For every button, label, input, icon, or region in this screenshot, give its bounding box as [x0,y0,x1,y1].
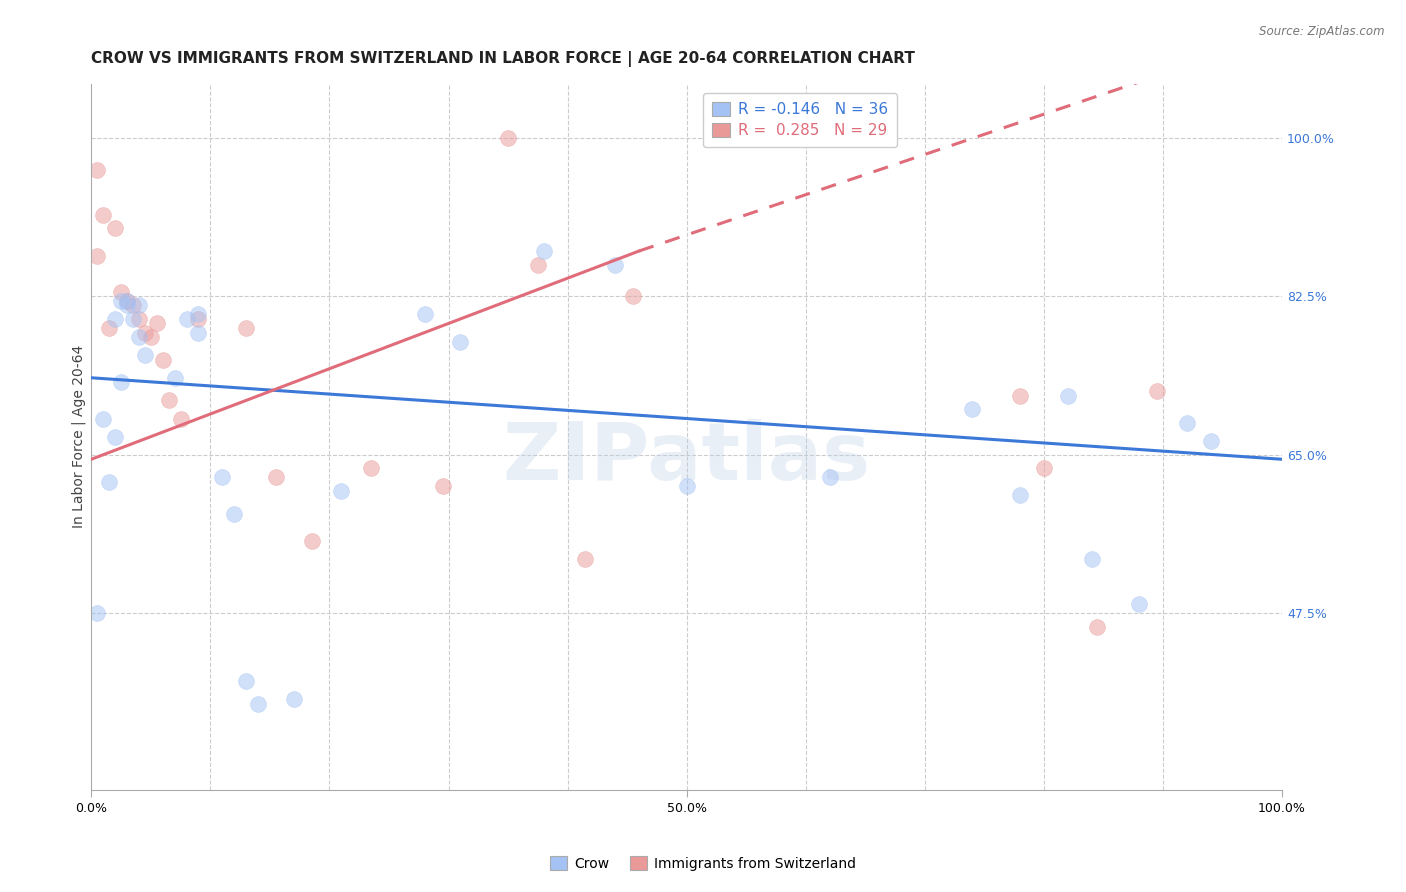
Y-axis label: In Labor Force | Age 20-64: In Labor Force | Age 20-64 [72,345,86,528]
Point [115,298,138,312]
Legend: Crow, Immigrants from Switzerland: Crow, Immigrants from Switzerland [546,851,860,876]
Point [1056,389,1078,403]
Point [110,285,132,299]
Point [157,393,180,408]
Point [152,352,174,367]
Point [98,475,121,489]
Point [1032,461,1054,475]
Point [496,131,519,145]
Point [962,402,984,417]
Point [264,470,287,484]
Point [187,312,209,326]
Point [115,293,138,308]
Point [301,533,323,548]
Point [187,307,209,321]
Point [104,312,127,326]
Point [246,697,269,711]
Point [128,298,150,312]
Point [235,321,257,335]
Point [1128,597,1150,611]
Point [86,162,108,177]
Point [98,321,121,335]
Point [146,317,169,331]
Point [283,692,305,706]
Point [533,244,555,258]
Point [432,479,454,493]
Point [86,606,108,620]
Point [1146,384,1168,399]
Point [115,293,138,308]
Point [122,298,145,312]
Point [169,411,191,425]
Point [163,371,186,385]
Point [1087,620,1109,634]
Point [1199,434,1222,449]
Point [134,326,156,340]
Point [1010,488,1032,502]
Text: ZIPatlas: ZIPatlas [502,419,870,497]
Point [675,479,697,493]
Point [91,411,114,425]
Point [134,348,156,362]
Point [224,507,246,521]
Point [91,208,114,222]
Point [235,674,257,689]
Point [104,221,127,235]
Point [818,470,841,484]
Point [187,326,209,340]
Point [176,312,198,326]
Point [122,312,145,326]
Point [1080,552,1102,566]
Point [449,334,471,349]
Point [104,429,127,443]
Point [413,307,436,321]
Point [128,330,150,344]
Text: Source: ZipAtlas.com: Source: ZipAtlas.com [1260,25,1385,38]
Legend: R = -0.146   N = 36, R =  0.285   N = 29: R = -0.146 N = 36, R = 0.285 N = 29 [703,93,897,147]
Point [110,293,132,308]
Point [110,376,132,390]
Point [86,248,108,262]
Point [527,258,550,272]
Point [360,461,382,475]
Point [1175,416,1198,430]
Point [621,289,644,303]
Point [211,470,233,484]
Point [139,330,162,344]
Point [330,483,353,498]
Text: CROW VS IMMIGRANTS FROM SWITZERLAND IN LABOR FORCE | AGE 20-64 CORRELATION CHART: CROW VS IMMIGRANTS FROM SWITZERLAND IN L… [91,51,915,67]
Point [574,552,596,566]
Point [1010,389,1032,403]
Point [128,312,150,326]
Point [605,258,627,272]
